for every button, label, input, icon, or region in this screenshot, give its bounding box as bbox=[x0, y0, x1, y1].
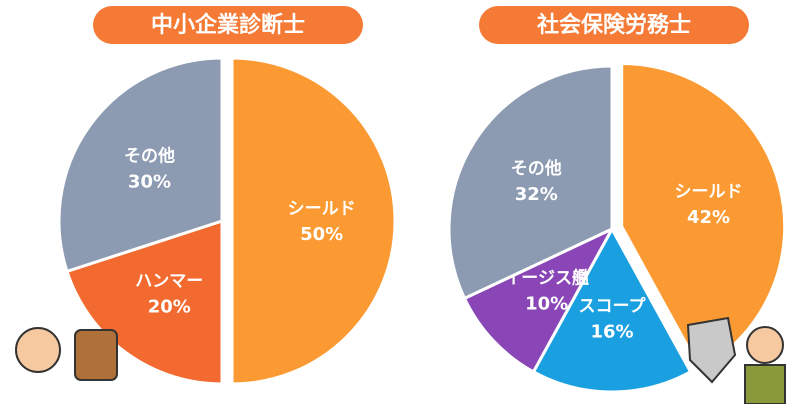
chart-title: 中小企業診断士 bbox=[151, 12, 305, 38]
slice-value: 50% bbox=[300, 224, 343, 245]
slice-value: 16% bbox=[590, 322, 633, 343]
slice-value: 42% bbox=[687, 207, 730, 228]
slice-label: スコープ bbox=[579, 296, 647, 317]
slice-label: シールド bbox=[675, 182, 743, 202]
pie-slice bbox=[65, 218, 224, 386]
slice-label: その他 bbox=[124, 145, 175, 166]
slice-value: 10% bbox=[525, 293, 568, 314]
slice-label: その他 bbox=[511, 158, 562, 179]
pie-slice bbox=[57, 56, 224, 274]
pie-slice bbox=[447, 64, 614, 301]
slice-label: ハンマー bbox=[135, 272, 203, 292]
pie-slice bbox=[462, 225, 616, 374]
slice-value: 20% bbox=[148, 297, 191, 318]
slice-label: イージス艦 bbox=[504, 267, 589, 288]
title-pill bbox=[479, 6, 749, 44]
hammer-figure bbox=[15, 327, 118, 381]
title-pill bbox=[93, 6, 363, 44]
chart-title: 社会保険労務士 bbox=[537, 12, 691, 38]
pie-slice bbox=[230, 56, 397, 386]
slice-value: 32% bbox=[515, 184, 558, 205]
slice-value: 30% bbox=[128, 171, 171, 192]
pie-slice bbox=[531, 225, 693, 394]
slice-label: シールド bbox=[288, 199, 356, 219]
pie-slice bbox=[620, 62, 787, 372]
